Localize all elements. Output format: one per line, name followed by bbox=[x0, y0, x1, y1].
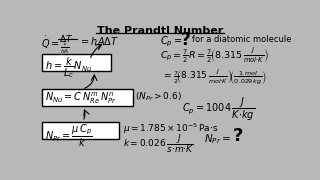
Text: $N_{Pr}=\dfrac{\mu\,C_p}{k}$: $N_{Pr}=\dfrac{\mu\,C_p}{k}$ bbox=[45, 123, 92, 149]
Text: $(N_{Pr}>0.6)$: $(N_{Pr}>0.6)$ bbox=[135, 91, 182, 103]
Text: $= hA\Delta T$: $= hA\Delta T$ bbox=[79, 35, 119, 47]
Text: $\dot{Q}=$: $\dot{Q}=$ bbox=[41, 35, 60, 51]
Text: $N_{Nu}=C\,N_{Re}^{m}\,N_{Pr}^{n}$: $N_{Nu}=C\,N_{Re}^{m}\,N_{Pr}^{n}$ bbox=[45, 91, 117, 106]
Bar bbox=[42, 54, 111, 71]
Text: $\frac{1}{hA}$: $\frac{1}{hA}$ bbox=[60, 40, 70, 57]
Text: $\Delta T$: $\Delta T$ bbox=[59, 33, 73, 44]
Text: $C_p=\frac{7}{2}R=\frac{7}{2}\!\left(8.315\,\frac{J}{mol{\cdot}K}\right)$: $C_p=\frac{7}{2}R=\frac{7}{2}\!\left(8.3… bbox=[160, 46, 269, 65]
Bar bbox=[42, 89, 133, 106]
Text: $\mu=1.785\times10^{-5}\,\mathrm{Pa{\cdot}s}$: $\mu=1.785\times10^{-5}\,\mathrm{Pa{\cdo… bbox=[123, 122, 219, 136]
Text: $\mathbf{?}$: $\mathbf{?}$ bbox=[180, 31, 190, 49]
Text: The Prandtl Number: The Prandtl Number bbox=[97, 26, 223, 36]
Text: $C_p=1004\,\dfrac{J}{K{\cdot}kg}$: $C_p=1004\,\dfrac{J}{K{\cdot}kg}$ bbox=[182, 96, 255, 123]
Text: $N_{Pr}=$: $N_{Pr}=$ bbox=[204, 132, 231, 145]
Bar bbox=[42, 122, 119, 139]
Text: $=\frac{7}{2}\!\left(8.315\,\frac{J}{mol{\cdot}K}\right)\!\left(\frac{1\,mol}{0.: $=\frac{7}{2}\!\left(8.315\,\frac{J}{mol… bbox=[163, 68, 268, 87]
Text: for a diatomic molecule: for a diatomic molecule bbox=[192, 35, 292, 44]
Text: $C_p=$: $C_p=$ bbox=[160, 35, 183, 49]
Text: $k=0.026\,\dfrac{J}{s{\cdot}m{\cdot}K}$: $k=0.026\,\dfrac{J}{s{\cdot}m{\cdot}K}$ bbox=[123, 132, 194, 155]
Text: $h=\dfrac{k}{L_c}N_{Nu}$: $h=\dfrac{k}{L_c}N_{Nu}$ bbox=[45, 55, 92, 80]
Text: $\mathbf{?}$: $\mathbf{?}$ bbox=[232, 127, 244, 145]
